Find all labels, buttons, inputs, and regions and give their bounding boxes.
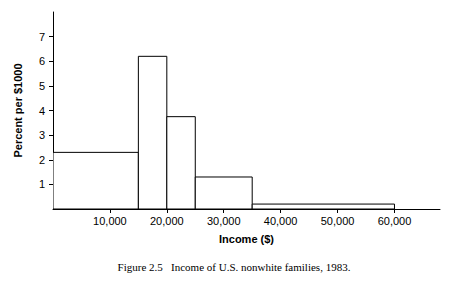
svg-text:3: 3 xyxy=(39,129,45,141)
svg-text:Figure 2.5 Income of U.S. no: Figure 2.5 Income of U.S. nonwhite famil… xyxy=(118,261,351,273)
svg-text:1: 1 xyxy=(39,178,45,190)
svg-text:Percent per $1000: Percent per $1000 xyxy=(12,63,24,157)
svg-text:5: 5 xyxy=(39,80,45,92)
svg-text:4: 4 xyxy=(39,105,45,117)
svg-text:Income ($): Income ($) xyxy=(219,233,274,245)
svg-text:40,000: 40,000 xyxy=(264,215,298,227)
svg-text:7: 7 xyxy=(39,31,45,43)
svg-text:30,000: 30,000 xyxy=(207,215,241,227)
svg-text:2: 2 xyxy=(39,154,45,166)
svg-text:20,000: 20,000 xyxy=(150,215,184,227)
svg-text:10,000: 10,000 xyxy=(93,215,127,227)
svg-text:60,000: 60,000 xyxy=(378,215,412,227)
svg-text:50,000: 50,000 xyxy=(321,215,355,227)
svg-text:6: 6 xyxy=(39,55,45,67)
